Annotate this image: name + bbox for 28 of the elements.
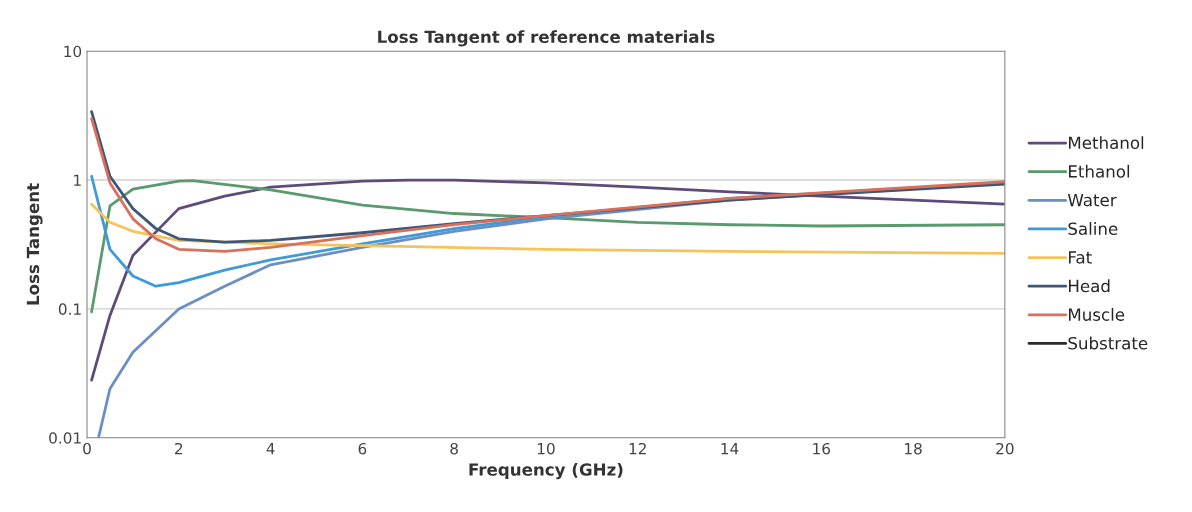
x-tick-label: 8 [450, 442, 458, 455]
y-tick-label: 1 [74, 174, 81, 186]
x-tick-label: 20 [996, 442, 1014, 455]
legend-label: Ethanol [1069, 164, 1130, 178]
line-series [90, 178, 1005, 382]
legend-label: Fat [1069, 251, 1092, 264]
x-tick-label: 14 [721, 443, 739, 455]
legend-label: Methanol [1069, 136, 1144, 150]
legend-label: Water [1067, 193, 1117, 207]
x-tick-label: 0 [83, 442, 91, 455]
chart-title: Loss Tangent of reference materials [378, 30, 715, 47]
line-series [90, 179, 1005, 314]
legend-label: Muscle [1069, 307, 1125, 321]
x-tick-label: 10 [537, 442, 555, 455]
y-axis-title: Loss Tangent [26, 183, 43, 305]
x-tick-label: 16 [813, 442, 831, 455]
legend-label: Saline [1068, 222, 1118, 235]
x-tick-label: 4 [266, 443, 275, 455]
legend-label: Head [1069, 279, 1110, 293]
x-tick-label: 6 [358, 442, 367, 455]
x-tick-label: 18 [905, 442, 922, 455]
legend-label: Substrate [1068, 336, 1148, 350]
x-tick-label: 2 [175, 442, 183, 455]
y-tick-label: 0.1 [58, 303, 81, 315]
x-axis-title: Frequency (GHz) [469, 462, 623, 480]
x-tick-label: 12 [629, 442, 646, 455]
y-tick-label: 10 [64, 45, 82, 58]
y-tick-label: 0.01 [49, 432, 81, 444]
